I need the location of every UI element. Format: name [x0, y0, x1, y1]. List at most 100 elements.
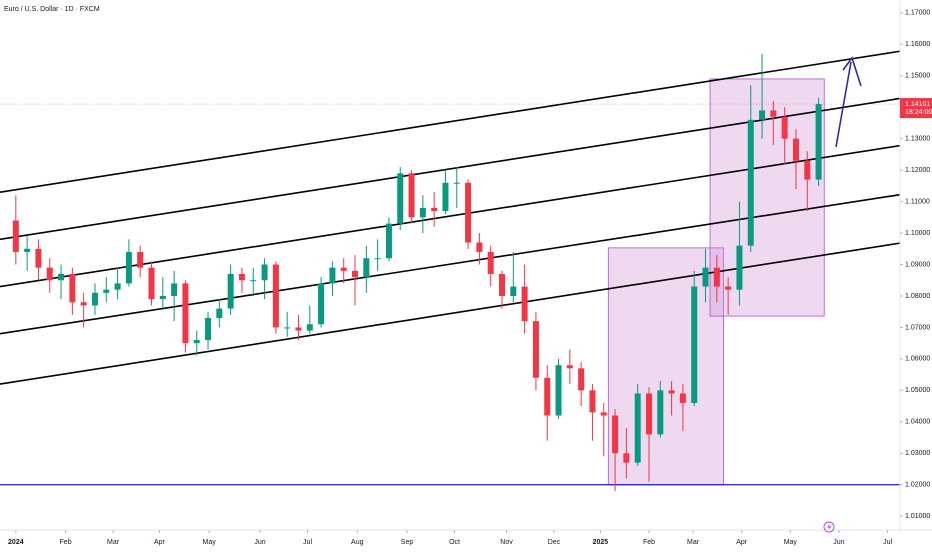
candle-body: [612, 415, 619, 454]
candle-body: [295, 327, 302, 331]
trend-line: [0, 50, 901, 193]
axes: 1.01000 1.02000 1.03000 1.04000 1.05000 1.060…: [8, 10, 932, 546]
x-tick-label: May: [784, 539, 798, 546]
y-tick-label: 1.16000: [905, 41, 930, 48]
x-tick-label: Nov: [500, 539, 513, 546]
candle-body: [510, 286, 517, 296]
x-tick-label: Feb: [643, 539, 655, 546]
candle-body: [238, 273, 245, 281]
candle-body: [284, 327, 291, 329]
y-tick-label: 1.04000: [905, 419, 930, 426]
candle-body: [193, 340, 200, 344]
candle-body: [578, 368, 585, 391]
candle-body: [442, 182, 449, 212]
y-tick-label: 1.13000: [905, 136, 930, 143]
x-tick-label: Jun: [254, 539, 265, 546]
y-tick-label: 1.17000: [905, 10, 930, 17]
candle-body: [46, 267, 53, 281]
candle-body: [679, 393, 686, 403]
x-tick-label: Jun: [833, 539, 844, 546]
candle-body: [804, 160, 811, 180]
candle-body: [35, 248, 42, 268]
candle-body: [668, 390, 675, 394]
candle-body: [272, 264, 279, 328]
candle-body: [385, 223, 392, 259]
candle-body: [408, 173, 415, 218]
candle-body: [137, 251, 144, 268]
candle-body: [725, 286, 732, 290]
last-price-label: 1.14101: [905, 101, 930, 108]
x-tick-label: Jul: [883, 539, 892, 546]
candle-body: [544, 377, 551, 416]
y-tick-label: 1.10000: [905, 230, 930, 237]
countdown-label: 18:24:00: [905, 109, 932, 116]
candle-body: [419, 207, 426, 218]
candle-body: [431, 207, 438, 212]
candle-body: [352, 270, 359, 278]
candle-body: [702, 267, 709, 287]
candle-body: [532, 321, 539, 378]
candle-body: [91, 292, 98, 306]
x-tick-label: May: [203, 539, 217, 546]
y-tick-label: 1.06000: [905, 356, 930, 363]
candle-body: [770, 110, 777, 117]
candle-body: [159, 295, 166, 300]
candle-body: [58, 273, 65, 281]
arrow: [835, 56, 862, 148]
candle-body: [747, 119, 754, 246]
candle-body: [306, 324, 313, 331]
candle-body: [589, 390, 596, 413]
candle-body: [250, 280, 257, 282]
candle-body: [182, 283, 189, 344]
candle-body: [713, 267, 720, 287]
chart-title: Euro / U.S. Dollar · 1D · FXCM: [4, 6, 100, 13]
candle-body: [24, 248, 31, 252]
candle-body: [374, 258, 381, 260]
x-tick-label: 2024: [8, 539, 24, 546]
zone: [607, 247, 725, 486]
candle-body: [125, 251, 132, 284]
candle-body: [216, 308, 223, 318]
x-tick-label: 2025: [593, 539, 609, 546]
y-tick-label: 1.02000: [905, 482, 930, 489]
candle-body: [634, 393, 641, 463]
candles: [12, 53, 822, 491]
y-tick-label: 1.01000: [905, 513, 930, 520]
candle-body: [148, 267, 155, 300]
x-tick-label: Sep: [401, 539, 414, 546]
x-tick-label: Aug: [351, 539, 364, 546]
y-tick-label: 1.11000: [905, 198, 930, 205]
y-tick-label: 1.07000: [905, 324, 930, 331]
candle-body: [114, 283, 121, 290]
candle-body: [318, 283, 325, 325]
y-tick-label: 1.12000: [905, 167, 930, 174]
x-tick-label: Apr: [154, 539, 166, 546]
x-tick-label: Mar: [107, 539, 120, 546]
candle-body: [80, 302, 87, 306]
candle-body: [103, 289, 110, 293]
candle-body: [205, 318, 212, 341]
y-tick-label: 1.08000: [905, 293, 930, 300]
candle-body: [792, 138, 799, 161]
y-tick-label: 1.15000: [905, 73, 930, 80]
candle-body: [781, 116, 788, 139]
x-tick-label: Apr: [736, 539, 748, 546]
y-tick-label: 1.09000: [905, 261, 930, 268]
candle-body: [487, 251, 494, 274]
candle-body: [171, 283, 178, 296]
candle-body: [600, 412, 607, 416]
candle-body: [453, 182, 460, 184]
candle-body: [465, 182, 472, 243]
last-price-badge: [900, 98, 932, 119]
x-tick-label: Dec: [548, 539, 561, 546]
x-tick-label: Jul: [303, 539, 312, 546]
candle-body: [329, 267, 336, 284]
candle-body: [261, 264, 268, 281]
y-tick-label: 1.05000: [905, 387, 930, 394]
alert-icon: [823, 521, 835, 533]
candle-body: [12, 220, 19, 252]
candle-body: [499, 273, 506, 296]
trend-line: [0, 242, 901, 385]
